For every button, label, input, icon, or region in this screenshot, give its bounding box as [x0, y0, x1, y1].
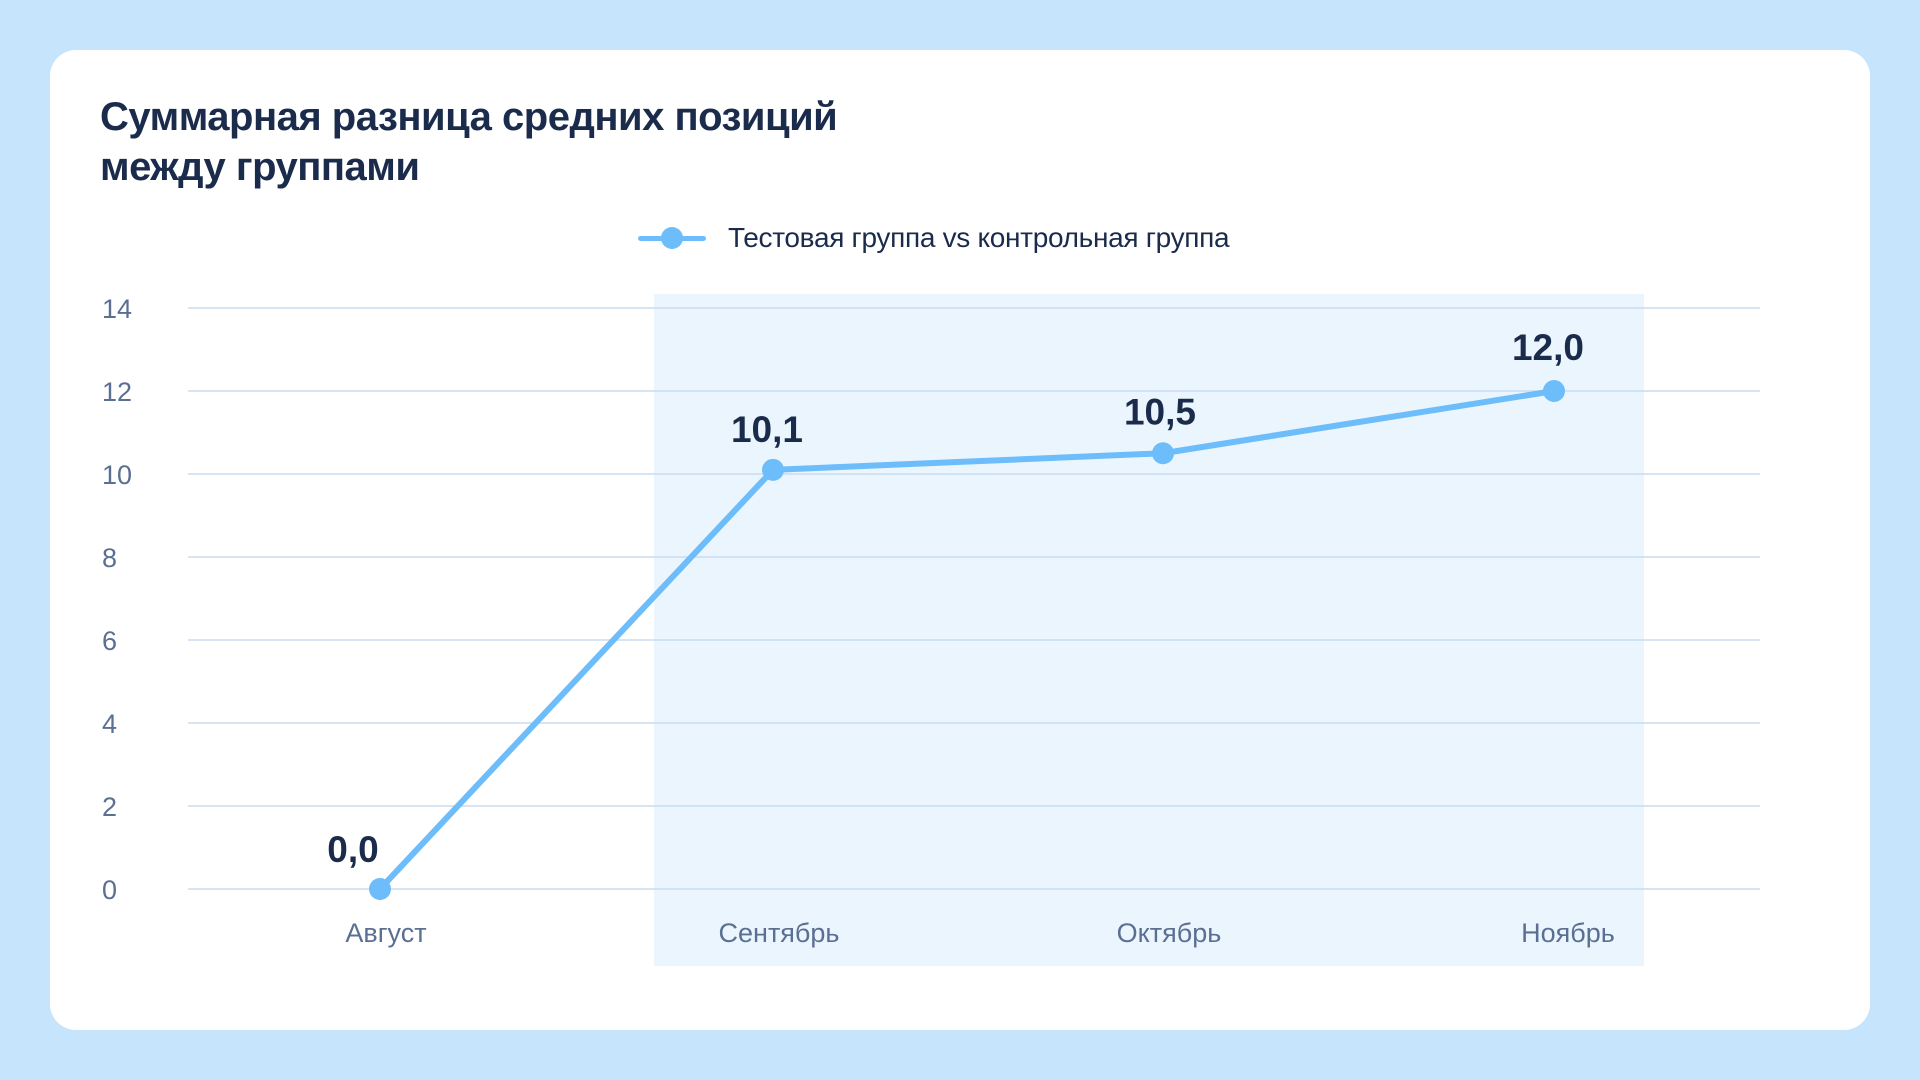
y-tick-label-4: 4	[102, 709, 117, 739]
x-tick-label-4: Ноябрь	[1521, 918, 1615, 948]
y-tick-label-6: 6	[102, 626, 117, 656]
y-tick-label-12: 12	[102, 377, 132, 407]
data-point-Сентябрь	[762, 458, 784, 481]
legend-line-marker-icon	[638, 227, 706, 249]
x-tick-label-3: Октябрь	[1117, 918, 1222, 948]
y-tick-label-8: 8	[102, 543, 117, 573]
chart-title: Суммарная разница средних позиций между …	[100, 95, 838, 189]
data-label-Октябрь: 10,5	[1124, 391, 1196, 432]
y-tick-label-10: 10	[102, 460, 132, 490]
y-tick-label-0: 0	[102, 875, 117, 905]
x-tick-label-2: Сентябрь	[719, 918, 840, 948]
chart-legend: Тестовая группа vs контрольная группа	[638, 218, 1230, 258]
data-point-Ноябрь	[1543, 380, 1565, 402]
y-tick-label-14: 14	[102, 294, 132, 324]
data-point-Октябрь	[1152, 442, 1174, 465]
data-point-Август	[369, 878, 391, 900]
highlight-region	[654, 294, 1644, 966]
data-label-Август: 0,0	[327, 829, 378, 870]
y-tick-label-2: 2	[102, 792, 117, 822]
legend-series-label: Тестовая группа vs контрольная группа	[728, 222, 1230, 253]
x-tick-label-1: Август	[345, 918, 426, 948]
data-label-Ноябрь: 12,0	[1512, 327, 1584, 368]
data-label-Сентябрь: 10,1	[731, 409, 803, 450]
series-line-1	[377, 388, 1557, 892]
